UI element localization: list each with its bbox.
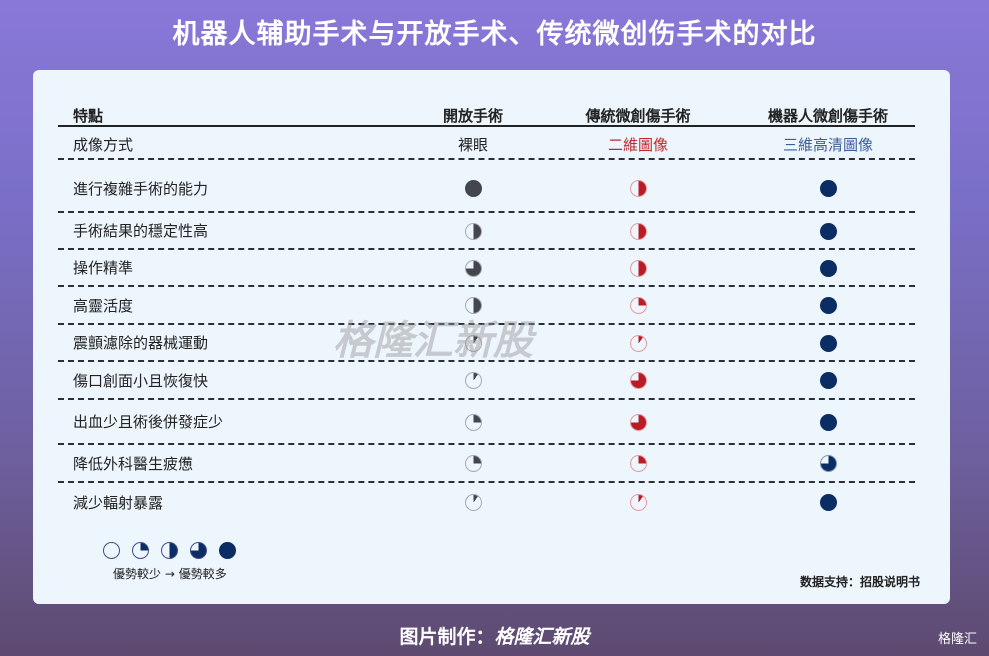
rating-cell bbox=[758, 493, 898, 511]
table-row: 減少輻射暴露 bbox=[58, 483, 915, 521]
rating-cell bbox=[758, 454, 898, 472]
harvey-ball-icon bbox=[464, 222, 482, 240]
harvey-ball-icon bbox=[629, 455, 647, 472]
footer-label: 图片制作： bbox=[399, 626, 495, 648]
harvey-ball-icon bbox=[629, 259, 647, 277]
row-label: 手術結果的穩定性高 bbox=[73, 222, 209, 240]
legend-more: 優勢較多 bbox=[178, 567, 227, 581]
watermark: 格隆汇新股 bbox=[333, 318, 533, 364]
rating-cell bbox=[403, 371, 543, 389]
harvey-ball-icon bbox=[219, 542, 236, 559]
rating-cell bbox=[403, 179, 543, 197]
table-header: 特點 開放手術 傳統微創傷手術 機器人微創傷手術 bbox=[58, 105, 915, 127]
harvey-ball-icon bbox=[464, 413, 482, 431]
table-row: 出血少且術後併發症少 bbox=[58, 400, 915, 445]
rating-cell bbox=[403, 454, 543, 472]
rating-cell bbox=[758, 334, 898, 352]
rating-cell bbox=[403, 222, 543, 240]
row-label: 減少輻射暴露 bbox=[73, 493, 164, 512]
harvey-ball-icon bbox=[464, 180, 482, 197]
arrow-right-icon: → bbox=[164, 567, 175, 581]
harvey-ball-icon bbox=[464, 334, 482, 352]
harvey-ball-icon bbox=[629, 297, 647, 314]
harvey-ball-icon bbox=[819, 259, 837, 277]
row-label: 降低外科醫生疲憊 bbox=[73, 454, 194, 473]
header-open: 開放手術 bbox=[442, 107, 503, 125]
harvey-ball-icon bbox=[464, 372, 482, 389]
rating-cell bbox=[403, 296, 543, 314]
rating-cell bbox=[568, 334, 708, 352]
harvey-ball-icon bbox=[464, 455, 482, 472]
row-label: 出血少且術後併發症少 bbox=[73, 413, 224, 431]
rating-cell bbox=[568, 296, 708, 314]
harvey-ball-icon bbox=[629, 413, 647, 431]
imaging-label: 成像方式 bbox=[73, 135, 134, 154]
footer-brand: 格隆汇新股 bbox=[494, 626, 590, 648]
table-row: 進行複雜手術的能力 bbox=[58, 165, 915, 213]
brand-logo: 格隆汇 bbox=[937, 632, 977, 647]
header-robot: 機器人微創傷手術 bbox=[767, 107, 888, 125]
rating-cell bbox=[403, 259, 543, 277]
row-label: 操作精準 bbox=[73, 259, 134, 277]
harvey-ball-icon bbox=[629, 334, 647, 352]
header-feature: 特點 bbox=[73, 107, 104, 125]
legend-less: 優勢較少 bbox=[113, 567, 162, 581]
rating-cell bbox=[568, 454, 708, 472]
rating-cell bbox=[403, 413, 543, 431]
table-row: 震顫濾除的器械運動 bbox=[58, 325, 915, 362]
rating-cell bbox=[403, 493, 543, 511]
rating-cell bbox=[568, 179, 708, 197]
rating-cell bbox=[758, 371, 898, 389]
footer: 图片制作：格隆汇新股 bbox=[0, 622, 989, 649]
table-row: 操作精準 bbox=[58, 250, 915, 287]
rating-cell bbox=[758, 413, 898, 431]
rating-cell bbox=[403, 334, 543, 352]
imaging-traditional: 二維圖像 bbox=[607, 135, 668, 154]
rating-cell bbox=[758, 179, 898, 197]
legend: 優勢較少 → 優勢較多 bbox=[103, 540, 248, 582]
rating-cell bbox=[758, 259, 898, 277]
row-label: 進行複雜手術的能力 bbox=[73, 179, 209, 198]
harvey-ball-icon bbox=[819, 222, 837, 240]
harvey-ball-icon bbox=[819, 413, 837, 431]
table-row: 高靈活度 bbox=[58, 287, 915, 325]
harvey-ball-icon bbox=[629, 222, 647, 240]
row-label: 傷口創面小且恢復快 bbox=[73, 371, 209, 390]
harvey-ball-icon bbox=[629, 372, 647, 389]
harvey-ball-icon bbox=[161, 542, 178, 559]
header-traditional: 傳統微創傷手術 bbox=[585, 107, 691, 125]
harvey-ball-icon bbox=[629, 180, 647, 197]
comparison-card: 特點 開放手術 傳統微創傷手術 機器人微創傷手術 成像方式 裸眼 二維圖像 三維… bbox=[33, 70, 950, 604]
rating-cell bbox=[758, 222, 898, 240]
imaging-robot: 三維高清圖像 bbox=[782, 135, 873, 154]
harvey-ball-icon bbox=[103, 542, 120, 559]
harvey-ball-icon bbox=[819, 180, 837, 197]
harvey-ball-icon bbox=[464, 259, 482, 277]
rating-cell bbox=[568, 222, 708, 240]
harvey-ball-icon bbox=[819, 334, 837, 352]
table-row: 降低外科醫生疲憊 bbox=[58, 445, 915, 483]
harvey-ball-icon bbox=[819, 494, 837, 511]
rating-cell bbox=[568, 493, 708, 511]
harvey-ball-icon bbox=[190, 542, 207, 559]
harvey-ball-icon bbox=[464, 494, 482, 511]
harvey-ball-icon bbox=[132, 542, 149, 559]
rating-cell bbox=[568, 259, 708, 277]
harvey-ball-icon bbox=[629, 494, 647, 511]
harvey-ball-icon bbox=[464, 297, 482, 314]
harvey-ball-icon bbox=[819, 372, 837, 389]
row-label: 高靈活度 bbox=[73, 296, 134, 315]
rating-cell bbox=[568, 371, 708, 389]
harvey-ball-icon bbox=[819, 297, 837, 314]
page-title: 机器人辅助手术与开放手术、传统微创伤手术的对比 bbox=[172, 19, 817, 50]
rating-cell bbox=[568, 413, 708, 431]
table-row: 傷口創面小且恢復快 bbox=[58, 362, 915, 400]
row-label: 震顫濾除的器械運動 bbox=[73, 334, 209, 352]
imaging-open: 裸眼 bbox=[457, 135, 488, 154]
table-row: 手術結果的穩定性高 bbox=[58, 213, 915, 250]
imaging-row: 成像方式 裸眼 二維圖像 三維高清圖像 bbox=[58, 130, 915, 160]
rating-cell bbox=[758, 296, 898, 314]
source-note: 数据支持：招股说明书 bbox=[799, 575, 920, 589]
harvey-ball-icon bbox=[819, 455, 837, 472]
